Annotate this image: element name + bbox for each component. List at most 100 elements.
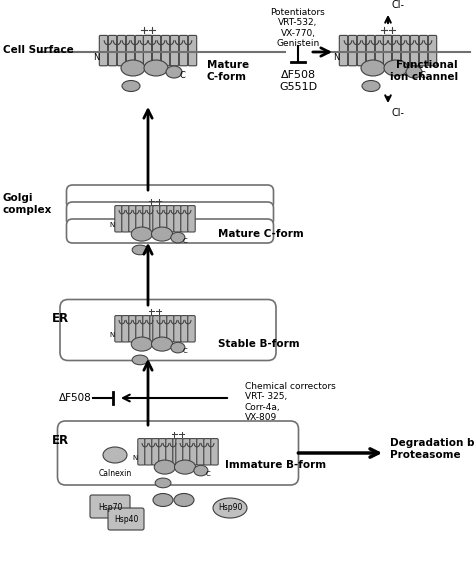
Ellipse shape bbox=[362, 80, 380, 92]
Text: C: C bbox=[419, 71, 425, 80]
FancyBboxPatch shape bbox=[117, 36, 126, 66]
FancyBboxPatch shape bbox=[170, 36, 179, 66]
FancyBboxPatch shape bbox=[160, 316, 167, 342]
Ellipse shape bbox=[361, 60, 385, 76]
FancyBboxPatch shape bbox=[115, 316, 122, 342]
FancyBboxPatch shape bbox=[181, 316, 188, 342]
FancyBboxPatch shape bbox=[99, 36, 108, 66]
FancyBboxPatch shape bbox=[129, 205, 136, 232]
FancyBboxPatch shape bbox=[392, 36, 401, 66]
FancyBboxPatch shape bbox=[144, 36, 153, 66]
FancyBboxPatch shape bbox=[174, 205, 181, 232]
FancyBboxPatch shape bbox=[159, 439, 166, 465]
FancyBboxPatch shape bbox=[60, 299, 276, 361]
Ellipse shape bbox=[194, 465, 208, 476]
FancyBboxPatch shape bbox=[401, 36, 410, 66]
Ellipse shape bbox=[154, 460, 175, 474]
FancyBboxPatch shape bbox=[136, 205, 143, 232]
Text: ΔF508
G551D: ΔF508 G551D bbox=[279, 70, 317, 92]
Text: Functional
ion channel: Functional ion channel bbox=[390, 60, 458, 82]
FancyBboxPatch shape bbox=[375, 36, 383, 66]
FancyBboxPatch shape bbox=[183, 439, 190, 465]
FancyBboxPatch shape bbox=[66, 219, 273, 243]
FancyBboxPatch shape bbox=[383, 36, 392, 66]
FancyBboxPatch shape bbox=[90, 495, 130, 518]
FancyBboxPatch shape bbox=[150, 316, 157, 342]
FancyBboxPatch shape bbox=[366, 36, 375, 66]
FancyBboxPatch shape bbox=[190, 439, 197, 465]
Ellipse shape bbox=[384, 60, 408, 76]
FancyBboxPatch shape bbox=[153, 316, 160, 342]
Text: Cl-: Cl- bbox=[392, 0, 405, 10]
Ellipse shape bbox=[152, 337, 173, 351]
Ellipse shape bbox=[152, 227, 173, 241]
Text: Degradation by
Proteasome: Degradation by Proteasome bbox=[390, 438, 474, 460]
FancyBboxPatch shape bbox=[108, 36, 117, 66]
Text: C: C bbox=[179, 71, 185, 80]
Text: Immature B-form: Immature B-form bbox=[225, 460, 326, 470]
FancyBboxPatch shape bbox=[419, 36, 428, 66]
FancyBboxPatch shape bbox=[143, 205, 150, 232]
FancyBboxPatch shape bbox=[145, 439, 152, 465]
Ellipse shape bbox=[171, 232, 185, 243]
FancyBboxPatch shape bbox=[348, 36, 357, 66]
Text: N: N bbox=[93, 54, 100, 62]
FancyBboxPatch shape bbox=[122, 316, 129, 342]
FancyBboxPatch shape bbox=[143, 316, 150, 342]
Ellipse shape bbox=[213, 498, 247, 518]
Text: Potentiators
VRT-532,
VX-770,
Genistein: Potentiators VRT-532, VX-770, Genistein bbox=[271, 8, 325, 48]
FancyBboxPatch shape bbox=[115, 205, 122, 232]
FancyBboxPatch shape bbox=[174, 316, 181, 342]
FancyBboxPatch shape bbox=[152, 439, 159, 465]
Text: Stable B-form: Stable B-form bbox=[218, 339, 300, 349]
FancyBboxPatch shape bbox=[122, 205, 129, 232]
FancyBboxPatch shape bbox=[188, 36, 197, 66]
Ellipse shape bbox=[132, 245, 148, 255]
Text: Hsp70: Hsp70 bbox=[98, 503, 122, 512]
Text: Cl-: Cl- bbox=[392, 108, 405, 118]
Text: C: C bbox=[206, 471, 210, 477]
Ellipse shape bbox=[171, 342, 185, 353]
Text: Chemical correctors
VRT- 325,
Corr-4a,
VX-809: Chemical correctors VRT- 325, Corr-4a, V… bbox=[245, 382, 336, 422]
Text: Mature C-form: Mature C-form bbox=[218, 229, 304, 239]
Text: ER: ER bbox=[52, 312, 69, 325]
FancyBboxPatch shape bbox=[173, 439, 180, 465]
FancyBboxPatch shape bbox=[211, 439, 218, 465]
Text: N: N bbox=[133, 455, 138, 461]
Ellipse shape bbox=[406, 66, 422, 78]
FancyBboxPatch shape bbox=[167, 205, 174, 232]
FancyBboxPatch shape bbox=[108, 508, 144, 530]
FancyBboxPatch shape bbox=[428, 36, 437, 66]
Ellipse shape bbox=[121, 60, 145, 76]
Text: N: N bbox=[109, 222, 115, 228]
FancyBboxPatch shape bbox=[143, 36, 152, 66]
Ellipse shape bbox=[153, 494, 173, 507]
FancyBboxPatch shape bbox=[57, 421, 299, 485]
Text: ΔF508: ΔF508 bbox=[59, 393, 91, 403]
Ellipse shape bbox=[132, 355, 148, 365]
Text: Hsp40: Hsp40 bbox=[114, 516, 138, 525]
FancyBboxPatch shape bbox=[129, 316, 136, 342]
FancyBboxPatch shape bbox=[152, 36, 161, 66]
FancyBboxPatch shape bbox=[167, 316, 174, 342]
Text: Cell Surface: Cell Surface bbox=[3, 45, 74, 55]
Text: N: N bbox=[333, 54, 340, 62]
FancyBboxPatch shape bbox=[357, 36, 366, 66]
FancyBboxPatch shape bbox=[166, 439, 173, 465]
Ellipse shape bbox=[155, 478, 171, 488]
FancyBboxPatch shape bbox=[188, 316, 195, 342]
FancyBboxPatch shape bbox=[204, 439, 211, 465]
Text: ER: ER bbox=[52, 434, 69, 447]
FancyBboxPatch shape bbox=[150, 205, 157, 232]
FancyBboxPatch shape bbox=[66, 185, 273, 209]
Ellipse shape bbox=[131, 337, 152, 351]
Ellipse shape bbox=[103, 447, 127, 463]
FancyBboxPatch shape bbox=[136, 316, 143, 342]
FancyBboxPatch shape bbox=[161, 36, 170, 66]
FancyBboxPatch shape bbox=[176, 439, 183, 465]
Text: C: C bbox=[182, 238, 187, 244]
Ellipse shape bbox=[131, 227, 152, 241]
FancyBboxPatch shape bbox=[160, 205, 167, 232]
Text: N: N bbox=[109, 332, 115, 338]
Text: Hsp90: Hsp90 bbox=[218, 504, 242, 512]
